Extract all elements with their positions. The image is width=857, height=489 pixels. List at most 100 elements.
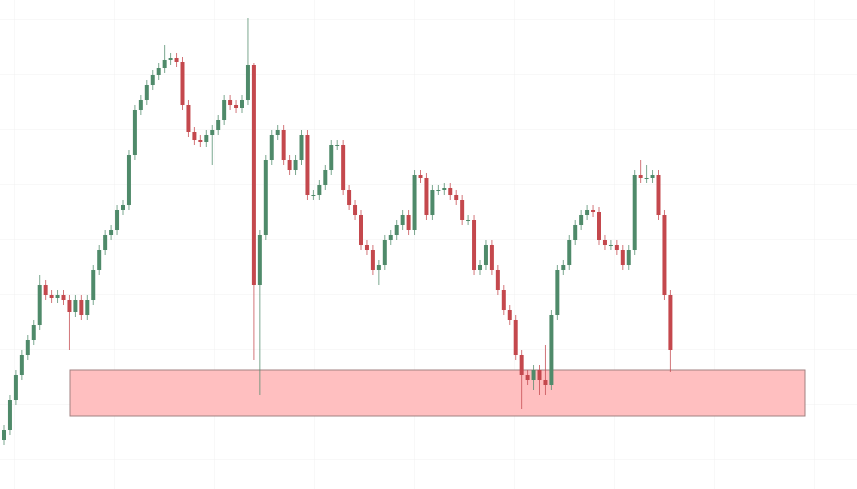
candle-body	[311, 195, 316, 196]
candle-body	[436, 190, 441, 191]
candle-body	[501, 290, 506, 310]
candle-body	[228, 100, 233, 105]
candle-body	[79, 300, 84, 315]
candle-body	[55, 295, 60, 298]
candle-body	[382, 240, 387, 265]
candle-body	[132, 110, 137, 155]
candle-body	[168, 58, 173, 60]
candle-body	[281, 130, 286, 160]
candle-body	[186, 105, 191, 132]
candle-body	[317, 185, 322, 195]
candle-body	[121, 205, 125, 210]
candle-body	[668, 295, 673, 350]
candle-body	[561, 265, 566, 270]
candle-body	[19, 355, 24, 375]
candle-body	[31, 325, 36, 340]
candle-body	[448, 188, 453, 195]
candle-body	[2, 430, 6, 440]
candle-body	[204, 135, 209, 142]
candle-body	[388, 235, 393, 240]
candle-body	[162, 60, 167, 68]
candle-body	[257, 235, 262, 285]
candle-body	[216, 120, 221, 130]
candle-body	[650, 175, 655, 178]
candle-body	[549, 315, 554, 385]
candle-body	[126, 155, 131, 205]
candle-body	[620, 250, 625, 265]
candle-body	[478, 265, 482, 270]
candle-body	[240, 100, 244, 108]
candle-body	[49, 295, 54, 298]
candle-body	[174, 58, 179, 62]
candle-body	[418, 175, 423, 178]
candle-body	[25, 340, 30, 355]
candle-body	[7, 400, 12, 430]
support-zone	[69, 369, 806, 417]
candle-body	[192, 132, 197, 140]
candle-body	[347, 190, 352, 205]
candle-body	[537, 370, 542, 380]
candle-body	[662, 215, 667, 295]
candle-body	[210, 130, 215, 135]
candle-body	[287, 160, 292, 170]
candle-body	[376, 265, 381, 270]
candle-body	[644, 178, 649, 179]
candle-body	[507, 310, 512, 320]
candle-body	[335, 145, 340, 146]
candle-body	[73, 300, 78, 312]
candle-body	[115, 210, 120, 230]
candle-body	[525, 375, 530, 380]
candle-body	[91, 270, 96, 300]
candle-body	[412, 175, 417, 230]
candle-body	[567, 240, 572, 265]
candle-body	[602, 240, 607, 245]
candle-body	[329, 145, 334, 170]
candle-body	[614, 245, 619, 250]
candle-body	[632, 175, 637, 250]
candle-body	[150, 75, 155, 85]
candle-body	[275, 130, 280, 135]
candle-body	[442, 188, 447, 190]
candle-body	[144, 85, 149, 100]
candle-body	[626, 250, 631, 265]
candle-body	[555, 270, 560, 315]
candle-body	[359, 215, 363, 245]
candle-body	[234, 105, 239, 108]
candle-body	[430, 190, 435, 215]
candle-body	[138, 100, 143, 110]
candle-body	[460, 200, 465, 220]
candle-body	[519, 355, 524, 375]
candle-body	[597, 212, 601, 240]
candle-body	[37, 285, 42, 325]
candle-body	[293, 160, 298, 170]
candle-body	[13, 375, 18, 400]
candle-body	[156, 68, 161, 75]
candle-body	[585, 210, 590, 215]
candle-body	[400, 215, 405, 225]
candle-body	[198, 140, 203, 142]
candle-body	[43, 285, 48, 295]
candle-body	[341, 145, 346, 190]
candle-body	[370, 250, 375, 270]
candle-body	[543, 380, 548, 385]
candle-body	[638, 175, 643, 178]
candle-body	[424, 178, 429, 215]
candle-body	[61, 295, 66, 300]
candle-body	[305, 135, 310, 195]
candle-body	[591, 210, 596, 212]
candle-body	[299, 135, 304, 160]
candle-body	[323, 170, 328, 185]
candle-body	[263, 160, 268, 235]
candle-body	[472, 220, 477, 270]
candle-body	[97, 250, 102, 270]
candle-body	[495, 270, 500, 290]
candle-body	[222, 100, 227, 120]
candle-body	[406, 215, 411, 230]
candle-body	[364, 245, 369, 250]
candle-body	[489, 245, 494, 270]
candle-body	[483, 245, 488, 265]
candle-body	[251, 65, 256, 285]
candle-body	[454, 195, 459, 200]
